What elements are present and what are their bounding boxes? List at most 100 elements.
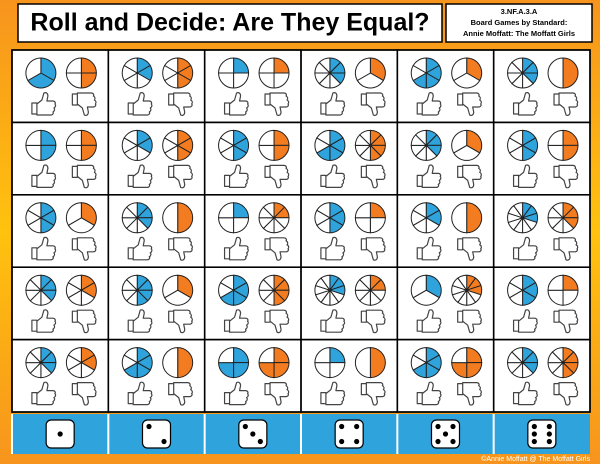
pie-sector (125, 202, 138, 220)
pip (546, 431, 552, 437)
fraction-pie (354, 202, 386, 234)
pip (242, 423, 248, 430)
pip (339, 423, 345, 430)
info-box (445, 3, 593, 43)
pie-sector (508, 274, 524, 292)
pie-sector (67, 347, 82, 364)
pie-sector (25, 129, 42, 146)
pip (354, 423, 360, 430)
fraction-pie (65, 202, 97, 234)
fraction-pie (218, 129, 249, 161)
pie-sector (123, 347, 138, 364)
fraction-pie (451, 347, 483, 379)
pie-sector (262, 202, 275, 220)
pie-sector (316, 202, 331, 219)
info-line: 3.NF.A.3.A (501, 7, 538, 16)
info-line: Board Games by Standard: (471, 18, 568, 27)
pip (257, 438, 263, 445)
pie-sector (164, 129, 179, 147)
fraction-pie (507, 274, 538, 306)
pie-sector (466, 202, 483, 234)
fraction-pie (410, 129, 442, 161)
fraction-pie (507, 57, 539, 89)
pie-sector (314, 347, 331, 364)
footer: ©Annie Moffatt @ The Moffatt Girls (481, 455, 590, 463)
title: Roll and Decide: Are They Equal? (30, 9, 429, 37)
pie-sector (547, 274, 564, 291)
fraction-pie (162, 202, 194, 234)
fraction-pie (258, 274, 290, 306)
pip (546, 423, 552, 430)
pip (354, 438, 360, 445)
fraction-pie (65, 274, 97, 306)
fraction-pie (314, 57, 346, 89)
fraction-pie (65, 129, 97, 161)
pie-sector (219, 129, 235, 147)
die (430, 419, 461, 449)
fraction-pie (451, 57, 483, 89)
pip (146, 423, 152, 430)
fraction-pie (218, 274, 249, 306)
fraction-pie (314, 202, 346, 234)
fraction-pie (65, 57, 97, 89)
pie-sector (316, 129, 331, 147)
fraction-pie (547, 347, 579, 379)
pie-sector (451, 129, 468, 154)
pie-sector (262, 274, 275, 292)
fraction-pie (507, 347, 539, 379)
pip (435, 438, 441, 445)
pie-sector (412, 202, 427, 219)
fraction-pie (25, 129, 57, 161)
pie-sector (451, 202, 468, 234)
fraction-pie (25, 347, 57, 379)
fraction-pie (547, 274, 579, 306)
pie-sector (412, 57, 427, 74)
pie-sector (354, 202, 371, 219)
fraction-pie (25, 274, 57, 306)
pie-sector (65, 57, 82, 74)
fraction-pie (258, 202, 290, 234)
fraction-pie (218, 57, 250, 89)
fraction-pie (354, 347, 386, 379)
pie-sector (414, 129, 427, 147)
fraction-pie (451, 202, 483, 234)
pie-sector (369, 347, 386, 379)
fraction-pie (410, 274, 442, 306)
fraction-pie (218, 347, 250, 379)
pie-sector (318, 57, 331, 75)
pie-sector (162, 202, 179, 234)
pip (442, 431, 449, 437)
fraction-pie (354, 274, 386, 306)
fraction-pie (354, 129, 386, 161)
fraction-pie (121, 274, 153, 306)
die (45, 419, 75, 449)
pip (339, 438, 345, 445)
pie-sector (551, 347, 564, 364)
fraction-pie (162, 274, 194, 306)
pie-sector (162, 274, 179, 299)
pip (531, 423, 537, 430)
info-line: Annie Moffatt: The Moffatt Girls (463, 29, 575, 38)
pie-sector (258, 57, 275, 74)
pip (250, 431, 256, 437)
fraction-pie (25, 57, 57, 89)
die (141, 419, 172, 449)
pie-sector (218, 57, 235, 74)
pie-sector (451, 57, 468, 82)
pie-sector (356, 72, 385, 89)
die (527, 419, 557, 449)
pie-sector (218, 202, 235, 219)
pie-sector (412, 347, 427, 364)
pie-sector (359, 129, 371, 147)
pie-sector (125, 274, 138, 292)
fraction-pie (121, 129, 153, 161)
pie-sector (547, 57, 564, 89)
pip (531, 438, 537, 445)
fraction-pie (547, 129, 579, 161)
pip (450, 423, 456, 430)
die-face (141, 419, 172, 449)
fraction-pie (25, 202, 57, 234)
pie-sector (65, 202, 82, 226)
pie-sector (562, 57, 579, 89)
